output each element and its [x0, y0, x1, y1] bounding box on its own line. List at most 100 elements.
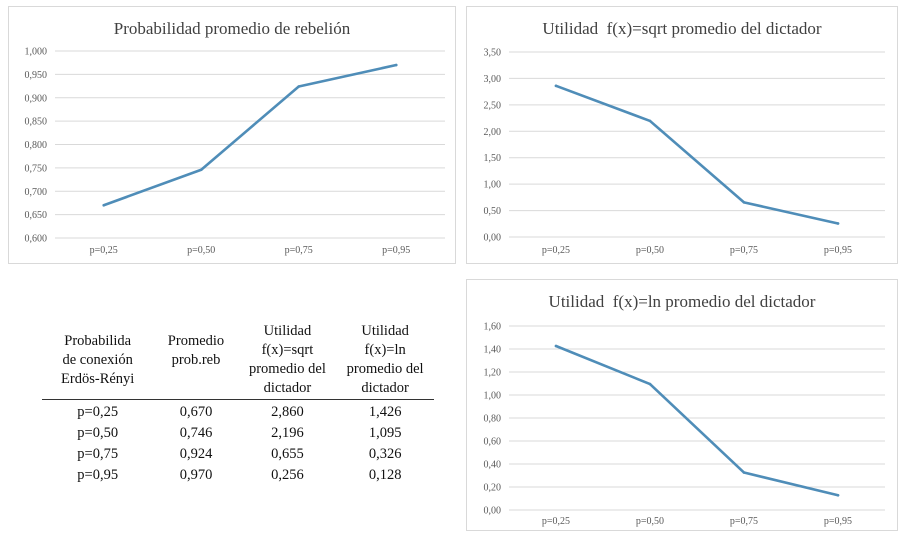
table-row: p=0,25 0,670 2,860 1,426 — [42, 400, 434, 424]
series-line — [554, 84, 840, 225]
x-tick-label: p=0,95 — [382, 245, 410, 256]
data-point — [102, 203, 106, 207]
table-cell: 0,256 — [271, 467, 304, 483]
table-row: p=0,75 0,924 0,655 0,326 — [42, 444, 434, 465]
header-line: Utilidad — [263, 323, 312, 339]
y-tick-label: 3,00 — [484, 74, 502, 85]
table-cell: 0,970 — [179, 467, 213, 483]
table-cell: 2,860 — [271, 404, 304, 420]
x-tick-label: p=0,95 — [824, 245, 852, 256]
data-point — [836, 493, 840, 497]
table-cell: 0,746 — [179, 425, 213, 441]
table-cell: 1,095 — [368, 425, 402, 441]
table-header-row: Probabilida de conexión Erdös-Rényi Prom… — [42, 322, 434, 400]
x-tick-label: p=0,50 — [636, 245, 664, 256]
y-tick-label: 1,00 — [484, 391, 502, 402]
chart-rebellion-probability: Probabilidad promedio de rebelión 0,600 0… — [8, 6, 456, 264]
y-tick-label: 1,20 — [484, 368, 502, 379]
chart-sqrt-utility: Utilidad f(x)=sqrt promedio del dictador… — [466, 6, 898, 264]
y-tick-label: 0,650 — [25, 210, 48, 221]
data-point — [554, 344, 558, 348]
y-tick-label: 1,60 — [484, 322, 502, 333]
table-cell: p=0,50 — [77, 425, 119, 441]
chart-title: Utilidad f(x)=sqrt promedio del dictador — [542, 19, 822, 38]
y-tick-label: 0,40 — [484, 460, 502, 471]
y-tick-label: 0,750 — [25, 163, 48, 174]
x-tick-label: p=0,25 — [542, 516, 570, 527]
data-point — [742, 201, 746, 204]
header-line: Promedio — [167, 333, 225, 349]
y-tick-label: 0,20 — [484, 483, 502, 494]
table-cell: p=0,75 — [77, 446, 119, 462]
y-tick-label: 0,700 — [25, 187, 48, 198]
header-line: de conexión — [62, 352, 133, 368]
chart-svg: 0,00 0,50 1,00 1,50 2,00 2,50 3,00 3,50 p=0,25 p=… — [484, 48, 885, 256]
y-tick-label: 0,00 — [484, 506, 502, 517]
header-line: dictador — [361, 380, 409, 396]
y-tick-label: 1,50 — [484, 153, 502, 164]
header-line: prob.reb — [171, 352, 221, 368]
table-cell: 0,326 — [368, 446, 402, 462]
header-line: promedio del — [248, 361, 326, 377]
table-row: p=0,95 0,970 0,256 0,128 — [42, 465, 434, 486]
y-tick-label: 0,50 — [484, 206, 502, 217]
y-tick-label: 0,950 — [25, 70, 48, 81]
table-cell: 2,196 — [271, 425, 304, 441]
y-tick-label: 0,80 — [484, 414, 502, 425]
data-point — [648, 119, 652, 123]
x-tick-label: p=0,75 — [730, 245, 758, 256]
y-tick-label: 2,00 — [484, 127, 502, 138]
series-line — [102, 63, 398, 207]
y-tick-label: 1,00 — [484, 180, 502, 191]
series-line — [554, 344, 840, 497]
x-tick-label: p=0,95 — [824, 516, 852, 527]
data-point — [742, 471, 746, 474]
x-tick-label: p=0,75 — [730, 516, 758, 527]
x-tick-label: p=0,75 — [285, 245, 313, 256]
header-line: f(x)=ln — [364, 342, 406, 358]
header-sqrt-utility: Utilidad f(x)=sqrt promedio del dictador — [238, 322, 337, 400]
header-line: f(x)=sqrt — [261, 342, 314, 358]
y-tick-label: 1,000 — [25, 47, 48, 58]
y-tick-label: 0,850 — [25, 117, 48, 128]
header-line: Utilidad — [361, 323, 409, 339]
data-point — [199, 168, 203, 172]
table-cell: 0,924 — [179, 446, 213, 462]
y-tick-label: 0,60 — [484, 437, 502, 448]
chart-svg: 0,600 0,650 0,700 0,750 0,800 0,850 0,900 0,950… — [25, 47, 445, 256]
y-tick-label: 0,800 — [25, 140, 48, 151]
table-cell: 0,670 — [179, 404, 213, 420]
data-point — [554, 84, 558, 88]
header-line: Probabilida — [64, 333, 132, 349]
x-tick-label: p=0,25 — [90, 245, 118, 256]
x-tick-label: p=0,50 — [636, 516, 664, 527]
x-tick-label: p=0,25 — [542, 245, 570, 256]
y-tick-label: 3,50 — [484, 48, 502, 59]
chart-title: Utilidad f(x)=ln promedio del dictador — [548, 292, 816, 311]
header-connection-probability: Probabilida de conexión Erdös-Rényi — [42, 322, 154, 400]
data-point — [648, 382, 652, 386]
chart-title: Probabilidad promedio de rebelión — [113, 19, 351, 38]
header-avg-prob: Promedio prob.reb — [153, 322, 239, 400]
results-table-container: Probabilida de conexión Erdös-Rényi Prom… — [42, 322, 434, 486]
y-tick-label: 2,50 — [484, 100, 502, 111]
chart-svg: 0,00 0,20 0,40 0,60 0,80 1,00 1,20 1,40 1,60 p=0,… — [484, 322, 885, 527]
table-row: p=0,50 0,746 2,196 1,095 — [42, 423, 434, 444]
data-point — [297, 85, 301, 88]
table-cell: p=0,25 — [77, 404, 119, 420]
table-cell: 0,128 — [368, 467, 402, 483]
chart-ln-utility: Utilidad f(x)=ln promedio del dictador 0… — [466, 279, 898, 531]
table-cell: 1,426 — [368, 404, 402, 420]
x-tick-label: p=0,50 — [187, 245, 215, 256]
header-line: promedio del — [346, 361, 424, 377]
data-point — [394, 63, 398, 67]
y-tick-label: 1,40 — [484, 345, 502, 356]
data-point — [836, 222, 840, 225]
table-cell: p=0,95 — [77, 467, 119, 483]
y-tick-label: 0,600 — [25, 234, 48, 245]
y-tick-label: 0,900 — [25, 93, 48, 104]
header-line: dictador — [263, 380, 312, 396]
results-table: Probabilida de conexión Erdös-Rényi Prom… — [42, 322, 434, 486]
y-tick-label: 0,00 — [484, 233, 502, 244]
header-line: Erdös-Rényi — [61, 371, 135, 387]
